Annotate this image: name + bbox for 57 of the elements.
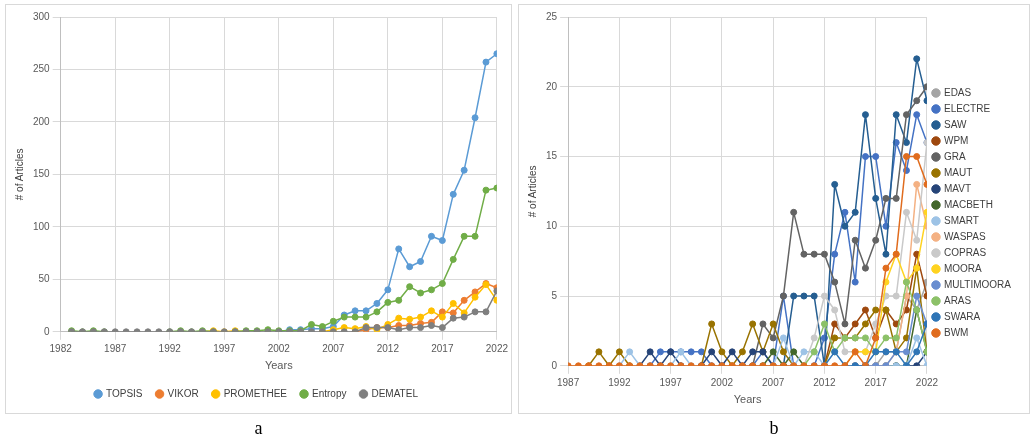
x-tick-label: 2022: [485, 342, 509, 354]
x-tick-label: 2017: [864, 376, 888, 388]
x-tick-label: 2012: [376, 342, 400, 354]
legend-label: MACBETH: [943, 198, 993, 210]
y-tick-label: 200: [33, 115, 51, 127]
y-tick-label: 15: [546, 150, 558, 162]
x-tick-label: 2017: [431, 342, 454, 354]
x-tick-label: 1992: [608, 376, 631, 388]
y-tick-label: 50: [38, 273, 51, 285]
y-tick-label: 5: [551, 289, 558, 301]
legend-label: SMART: [943, 214, 979, 226]
legend-label: DEMATEL: [371, 387, 419, 399]
x-tick-label: 2022: [915, 376, 939, 388]
legend-label: TOPSIS: [106, 387, 143, 399]
y-tick-label: 0: [44, 325, 51, 337]
legend-label: GRA: [943, 150, 966, 162]
text: a: [253, 418, 264, 440]
legend-label: MULTIMOORA: [943, 278, 1012, 290]
legend-label: PROMETHEE: [223, 387, 288, 399]
legend-label: BWM: [943, 326, 969, 338]
y-tick-label: 10: [546, 220, 558, 232]
legend-label: WPM: [943, 134, 969, 146]
x-axis-title: Years: [264, 359, 294, 372]
x-tick-label: 1982: [49, 342, 73, 354]
x-tick-label: 2002: [710, 376, 734, 388]
x-tick-label: 1987: [557, 376, 580, 388]
legend-label: VIKOR: [167, 387, 199, 399]
x-tick-label: 1997: [659, 376, 683, 388]
text: b: [768, 418, 780, 440]
x-tick-label: 2007: [322, 342, 345, 354]
legend-label: ARAS: [943, 294, 972, 306]
y-tick-label: 100: [33, 220, 51, 232]
legend-label: MAVT: [943, 182, 972, 194]
y-tick-label: 25: [546, 10, 558, 22]
x-tick-label: 1997: [213, 342, 236, 354]
legend-label: ELECTRE: [943, 102, 991, 114]
x-axis-title: Years: [733, 393, 762, 406]
x-tick-label: 2002: [267, 342, 291, 354]
legend-label: COPRAS: [943, 246, 987, 258]
legend-label: SAW: [943, 118, 967, 130]
legend-label: Entropy: [312, 387, 347, 399]
x-tick-label: 1987: [104, 342, 127, 354]
y-axis-title: # of Articles: [13, 148, 25, 201]
y-tick-label: 0: [551, 359, 558, 371]
legend-label: SWARA: [943, 310, 981, 322]
x-tick-label: 2012: [813, 376, 836, 388]
y-tick-label: 300: [33, 10, 51, 22]
x-tick-label: 1992: [158, 342, 182, 354]
legend-label: MOORA: [943, 262, 983, 274]
legend-label: EDAS: [943, 86, 972, 98]
y-tick-label: 20: [546, 80, 558, 92]
legend-label: WASPAS: [943, 230, 986, 242]
y-axis-title: # of Articles: [526, 165, 538, 218]
legend-label: MAUT: [943, 166, 973, 178]
y-tick-label: 150: [33, 168, 51, 180]
x-tick-label: 2007: [762, 376, 785, 388]
y-tick-label: 250: [33, 63, 51, 75]
